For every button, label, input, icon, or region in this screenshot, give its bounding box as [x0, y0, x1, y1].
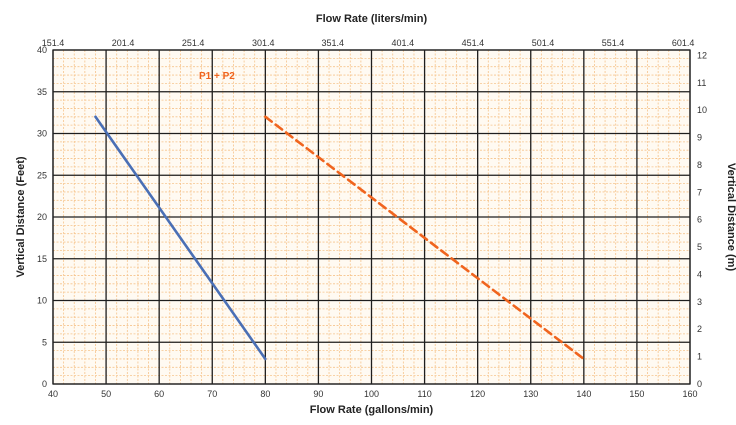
right-tick-label: 10	[697, 105, 707, 115]
x-tick-label: 140	[576, 389, 591, 399]
y-tick-label: 20	[37, 212, 47, 222]
x-tick-label: 50	[101, 389, 111, 399]
top-tick-label: 301.4	[252, 38, 275, 48]
top-tick-label: 451.4	[462, 38, 485, 48]
right-tick-label: 2	[697, 324, 702, 334]
x-tick-label: 100	[364, 389, 379, 399]
top-axis-title: Flow Rate (liters/min)	[316, 13, 428, 25]
y-tick-label: 10	[37, 296, 47, 306]
right-tick-label: 11	[697, 78, 706, 88]
x-tick-label: 130	[523, 389, 538, 399]
x-tick-label: 80	[260, 389, 270, 399]
series-line-1	[94, 115, 267, 361]
right-tick-label: 4	[697, 269, 702, 279]
right-tick-label: 3	[697, 297, 702, 307]
right-tick-label: 9	[697, 133, 702, 143]
top-tick-label: 501.4	[532, 38, 555, 48]
y-axis-title: Vertical Distance (Feet)	[15, 156, 27, 277]
y-tick-label: 15	[37, 254, 47, 264]
x-tick-label: 160	[682, 389, 697, 399]
top-tick-label: 401.4	[392, 38, 415, 48]
plot-frame	[52, 49, 691, 385]
y-tick-label: 0	[42, 379, 47, 389]
right-tick-label: 12	[697, 50, 707, 60]
right-tick-label: 1	[697, 352, 702, 362]
y-tick-label: 30	[37, 129, 47, 139]
x-tick-label: 150	[629, 389, 644, 399]
series-layer	[94, 115, 586, 361]
top-tick-label: 251.4	[182, 38, 205, 48]
top-tick-label: 351.4	[321, 38, 344, 48]
x-tick-label: 70	[207, 389, 217, 399]
right-tick-label: 5	[697, 242, 702, 252]
top-tick-label: 601.4	[672, 38, 695, 48]
y-tick-label: 25	[37, 170, 47, 180]
right-tick-label: 0	[697, 379, 702, 389]
x-tick-label: 110	[417, 389, 431, 399]
x-tick-label: 120	[470, 389, 485, 399]
x-tick-label: 90	[313, 389, 323, 399]
x-tick-label: 60	[154, 389, 164, 399]
y-tick-label: 35	[37, 87, 47, 97]
top-tick-label: 551.4	[602, 38, 625, 48]
series-line-2	[264, 115, 586, 361]
right-axis-title: Vertical Distance (m)	[725, 163, 736, 272]
right-tick-label: 8	[697, 160, 702, 170]
y-tick-label: 5	[42, 337, 47, 347]
top-tick-label: 151.4	[42, 38, 65, 48]
x-axis-title: Flow Rate (gallons/min)	[310, 404, 434, 416]
right-tick-label: 6	[697, 215, 702, 225]
right-tick-label: 7	[697, 187, 702, 197]
x-tick-label: 40	[48, 389, 58, 399]
top-tick-label: 201.4	[112, 38, 135, 48]
y-tick-label: 40	[37, 45, 47, 55]
series-label-p1-p2: P1 + P2	[199, 71, 235, 82]
